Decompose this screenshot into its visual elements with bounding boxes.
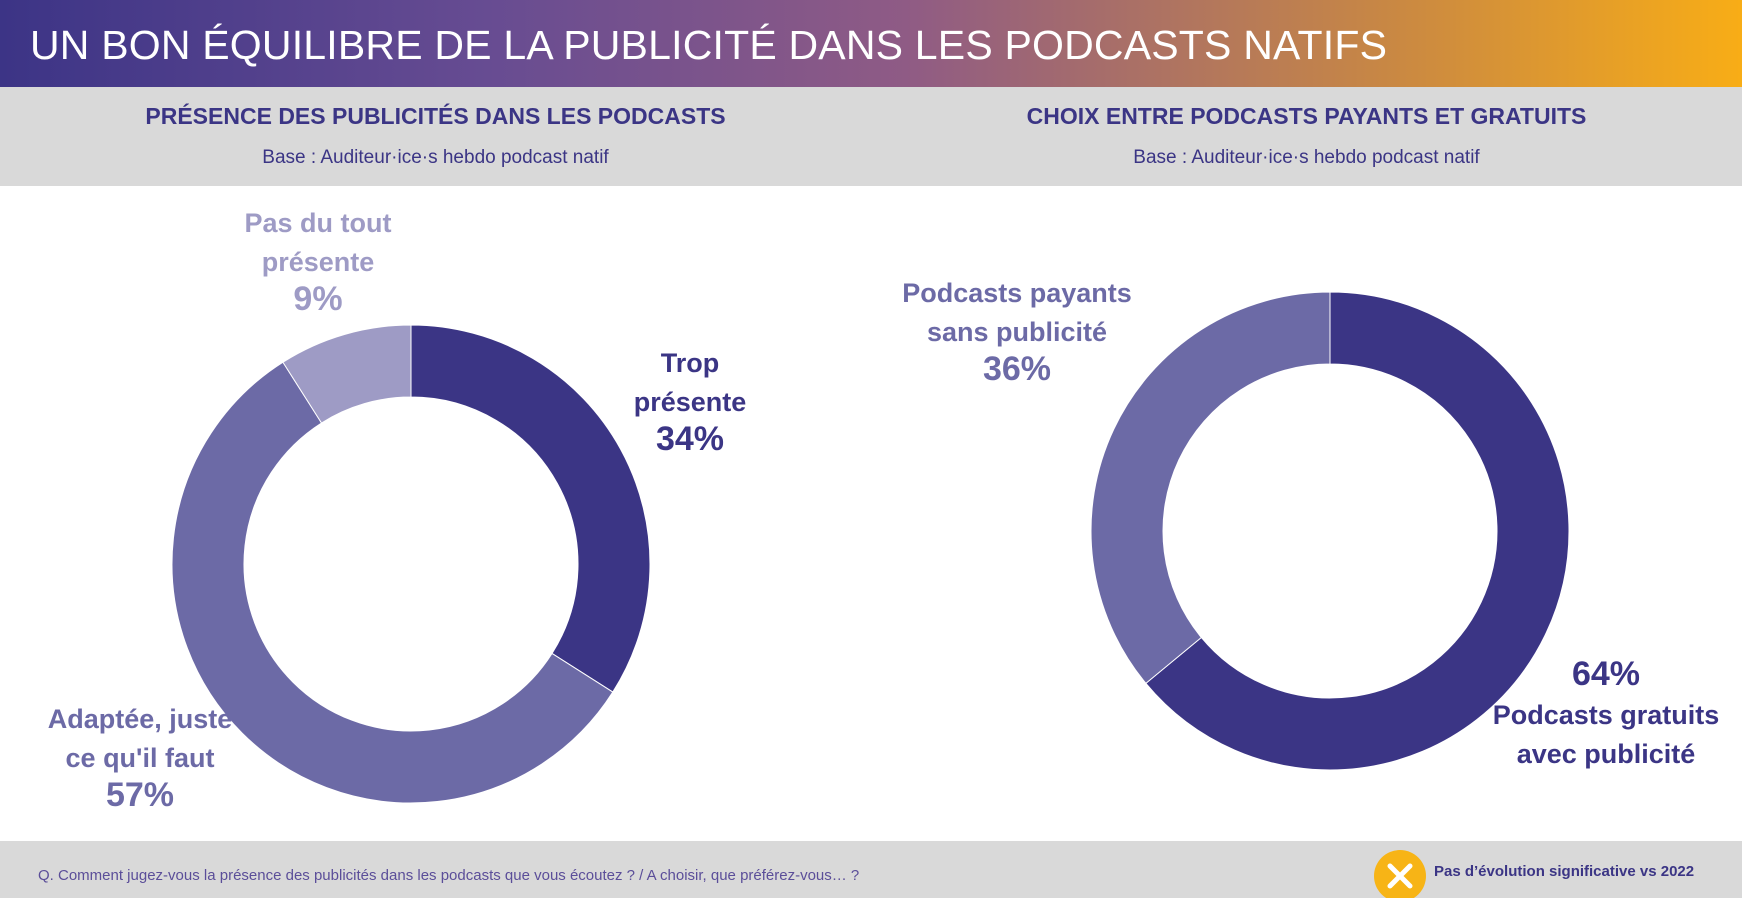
slice-value-label: 9% — [293, 280, 342, 318]
donut-chart-2: 64% Podcasts gratuits avec publicité Podcas… — [902, 278, 1720, 771]
survey-question: Q. Comment jugez-vous la présence des pu… — [38, 867, 860, 884]
slice-category-label: présente — [262, 247, 375, 277]
slice-value-label: 57% — [106, 776, 174, 814]
right-panel-title: CHOIX ENTRE PODCASTS PAYANTS ET GRATUITS — [1026, 103, 1587, 129]
chart-area: Trop présente 34% Adaptée, juste ce qu'il fa… — [0, 186, 1742, 841]
footer: Q. Comment jugez-vous la présence des pu… — [0, 841, 1742, 898]
slice-category-label: Podcasts gratuits — [1493, 700, 1720, 730]
slice-category-label: Trop — [661, 348, 720, 378]
left-panel-base: Base : Auditeur·ice·s hebdo podcast nati… — [262, 147, 609, 168]
slice-category-label: Podcasts payants — [902, 278, 1132, 308]
evolution-badge-text: Pas d’évolution significative vs 2022 — [1434, 863, 1695, 880]
right-panel-header: CHOIX ENTRE PODCASTS PAYANTS ET GRATUITS… — [871, 87, 1742, 186]
slice-value-label: 34% — [656, 420, 724, 458]
slice-value-label: 36% — [983, 350, 1051, 388]
title-bar: UN BON ÉQUILIBRE DE LA PUBLICITÉ DANS LE… — [0, 0, 1742, 87]
x-circle-icon — [1374, 850, 1426, 898]
slice-value-label: 64% — [1572, 655, 1640, 693]
left-panel-header: PRÉSENCE DES PUBLICITÉS DANS LES PODCAST… — [0, 87, 871, 186]
slice-category-label: Pas du tout — [245, 208, 392, 238]
donut-slice — [410, 324, 651, 693]
donut-slice — [1090, 291, 1331, 685]
donut-slice — [171, 361, 614, 804]
slice-category-label: Adaptée, juste — [48, 704, 233, 734]
donut-slice — [1145, 291, 1570, 771]
left-panel-title: PRÉSENCE DES PUBLICITÉS DANS LES PODCAST… — [145, 103, 726, 129]
donut-slice — [282, 324, 412, 424]
page-title: UN BON ÉQUILIBRE DE LA PUBLICITÉ DANS LE… — [30, 22, 1388, 68]
slice-category-label: avec publicité — [1517, 739, 1696, 769]
subheader: PRÉSENCE DES PUBLICITÉS DANS LES PODCAST… — [0, 87, 1742, 186]
slice-category-label: sans publicité — [927, 317, 1107, 347]
slice-category-label: présente — [634, 387, 747, 417]
slice-category-label: ce qu'il faut — [66, 743, 215, 773]
right-panel-base: Base : Auditeur·ice·s hebdo podcast nati… — [1133, 147, 1480, 168]
slice-label: 64% Podcasts gratuits avec publicité — [1493, 655, 1720, 769]
